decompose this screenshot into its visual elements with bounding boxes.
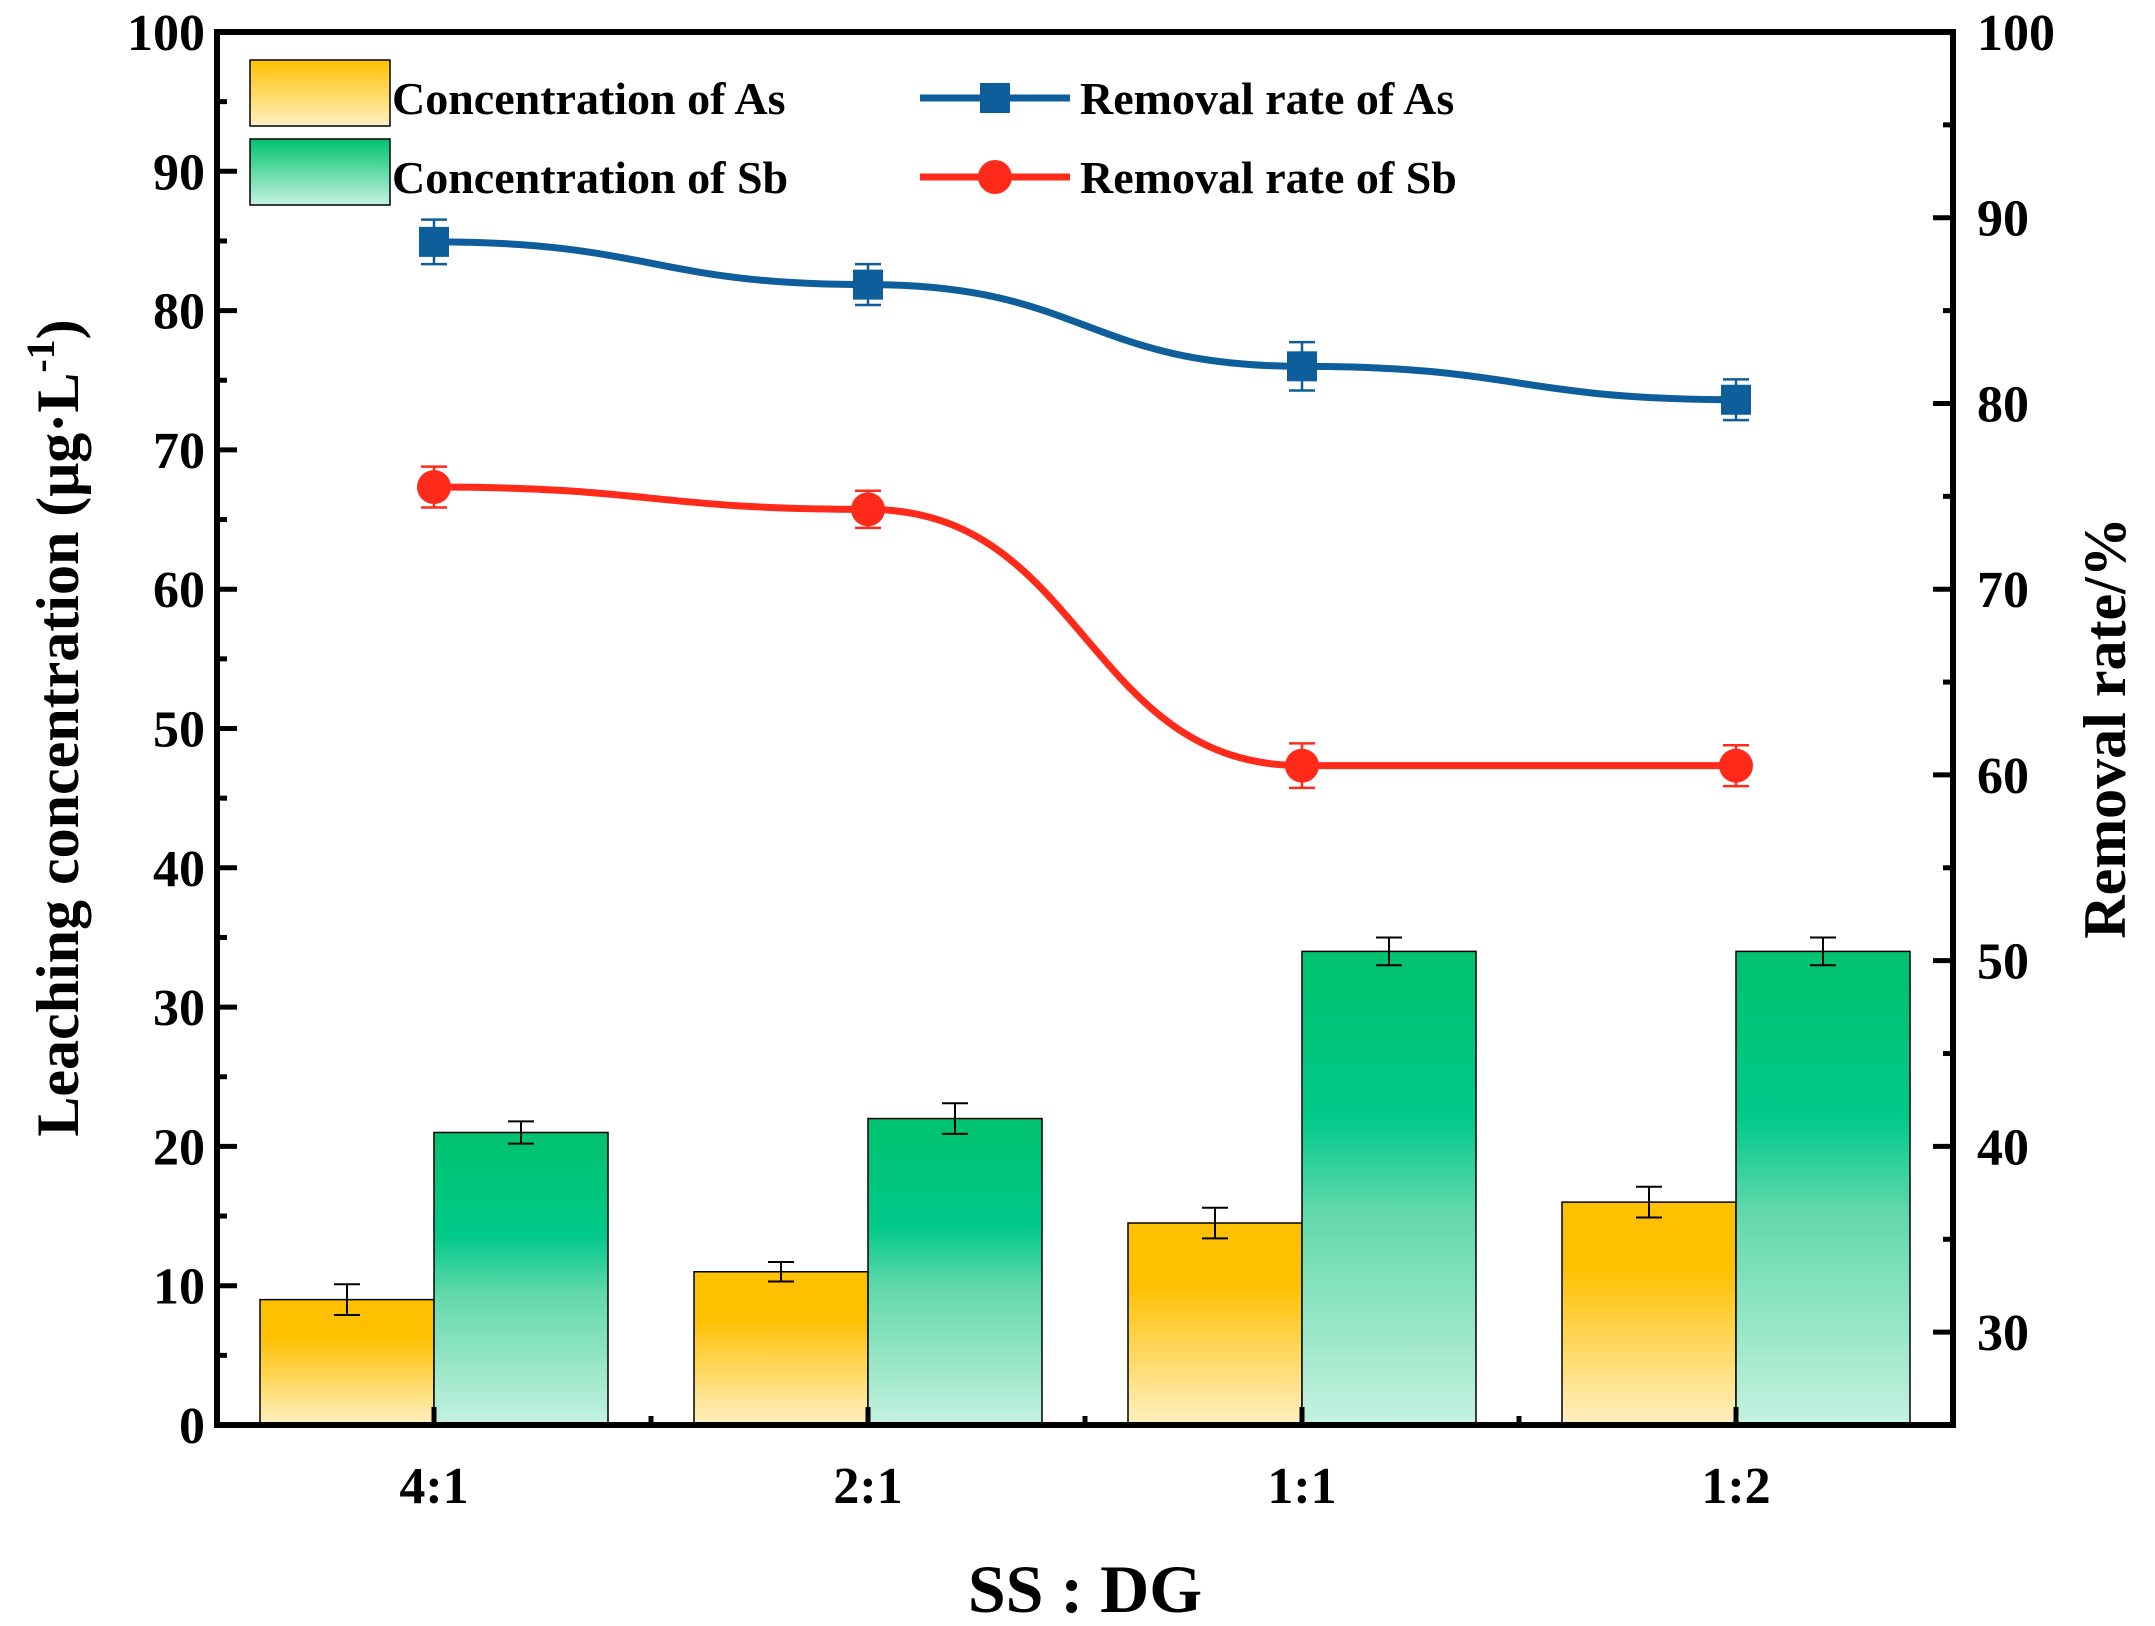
- legend-label-sb-concentration: Concentration of Sb: [392, 152, 788, 203]
- left-tick-label: 70: [153, 423, 205, 480]
- legend-label-sb-removal: Removal rate of Sb: [1080, 152, 1457, 203]
- marker-removal-as-2:1: [853, 269, 883, 300]
- right-tick-label: 70: [1977, 562, 2029, 619]
- left-tick-label: 60: [153, 562, 205, 619]
- legend-label-as-concentration: Concentration of As: [392, 73, 786, 124]
- x-axis-label: SS : DG: [968, 1551, 1202, 1626]
- marker-removal-sb-1:1: [1285, 748, 1319, 783]
- legend: Concentration of As Concentration of Sb …: [249, 59, 1457, 206]
- bar-sb-1:2: [1735, 950, 1911, 1426]
- bars-layer: [259, 936, 1911, 1426]
- left-tick-label: 100: [127, 5, 205, 62]
- x-tick-label-4:1: 4:1: [399, 1458, 468, 1515]
- x-tick-label-1:1: 1:1: [1267, 1458, 1336, 1515]
- bar-as-4:1: [259, 1298, 435, 1426]
- marker-removal-sb-4:1: [417, 470, 451, 505]
- bar-sb-2:1: [867, 1117, 1043, 1426]
- lines-layer: [417, 218, 1753, 790]
- right-tick-label: 60: [1977, 748, 2029, 805]
- bar-as-1:2: [1561, 1201, 1737, 1426]
- marker-removal-as-4:1: [419, 226, 449, 257]
- legend-swatch-as: [249, 59, 391, 127]
- left-tick-label: 90: [153, 144, 205, 201]
- right-tick-label: 50: [1977, 934, 2029, 991]
- legend-marker-as: [980, 83, 1010, 113]
- bar-as-1:1: [1127, 1222, 1303, 1426]
- right-tick-label: 90: [1977, 191, 2029, 248]
- bar-sb-1:1: [1301, 950, 1477, 1426]
- y-axis-label-right: Removal rate/%: [2072, 517, 2138, 939]
- marker-removal-as-1:2: [1721, 384, 1751, 415]
- left-tick-label: 40: [153, 841, 205, 898]
- left-tick-label: 20: [153, 1119, 205, 1176]
- right-tick-label: 40: [1977, 1119, 2029, 1176]
- marker-removal-sb-1:2: [1719, 748, 1753, 783]
- left-axis: 0 10 20 30 40 50 60 70 80 90 100: [127, 5, 237, 1455]
- left-tick-label: 0: [179, 1398, 205, 1455]
- right-tick-label: 80: [1977, 376, 2029, 433]
- right-tick-label: 100: [1977, 5, 2055, 62]
- x-axis: 4:1 2:1 1:1 1:2: [399, 1407, 1771, 1515]
- marker-removal-sb-2:1: [851, 492, 885, 527]
- left-tick-label: 30: [153, 980, 205, 1037]
- x-tick-label-1:2: 1:2: [1701, 1458, 1770, 1515]
- marker-removal-as-1:1: [1287, 351, 1317, 382]
- legend-marker-sb: [978, 160, 1012, 194]
- line-removal-sb: [433, 483, 1736, 770]
- bar-as-2:1: [693, 1271, 869, 1426]
- x-tick-label-2:1: 2:1: [833, 1458, 902, 1515]
- right-tick-label: 30: [1977, 1305, 2029, 1362]
- legend-label-as-removal: Removal rate of As: [1080, 73, 1454, 124]
- y-axis-label-left: Leaching concentration (μg·L-1): [18, 319, 91, 1136]
- left-tick-label: 80: [153, 284, 205, 341]
- left-tick-label: 50: [153, 702, 205, 759]
- legend-swatch-sb: [249, 138, 391, 206]
- right-axis: 30 40 50 60 70 80 90 100: [1933, 5, 2055, 1362]
- left-tick-label: 10: [153, 1259, 205, 1316]
- line-removal-as: [433, 238, 1737, 404]
- bar-sb-4:1: [433, 1131, 609, 1426]
